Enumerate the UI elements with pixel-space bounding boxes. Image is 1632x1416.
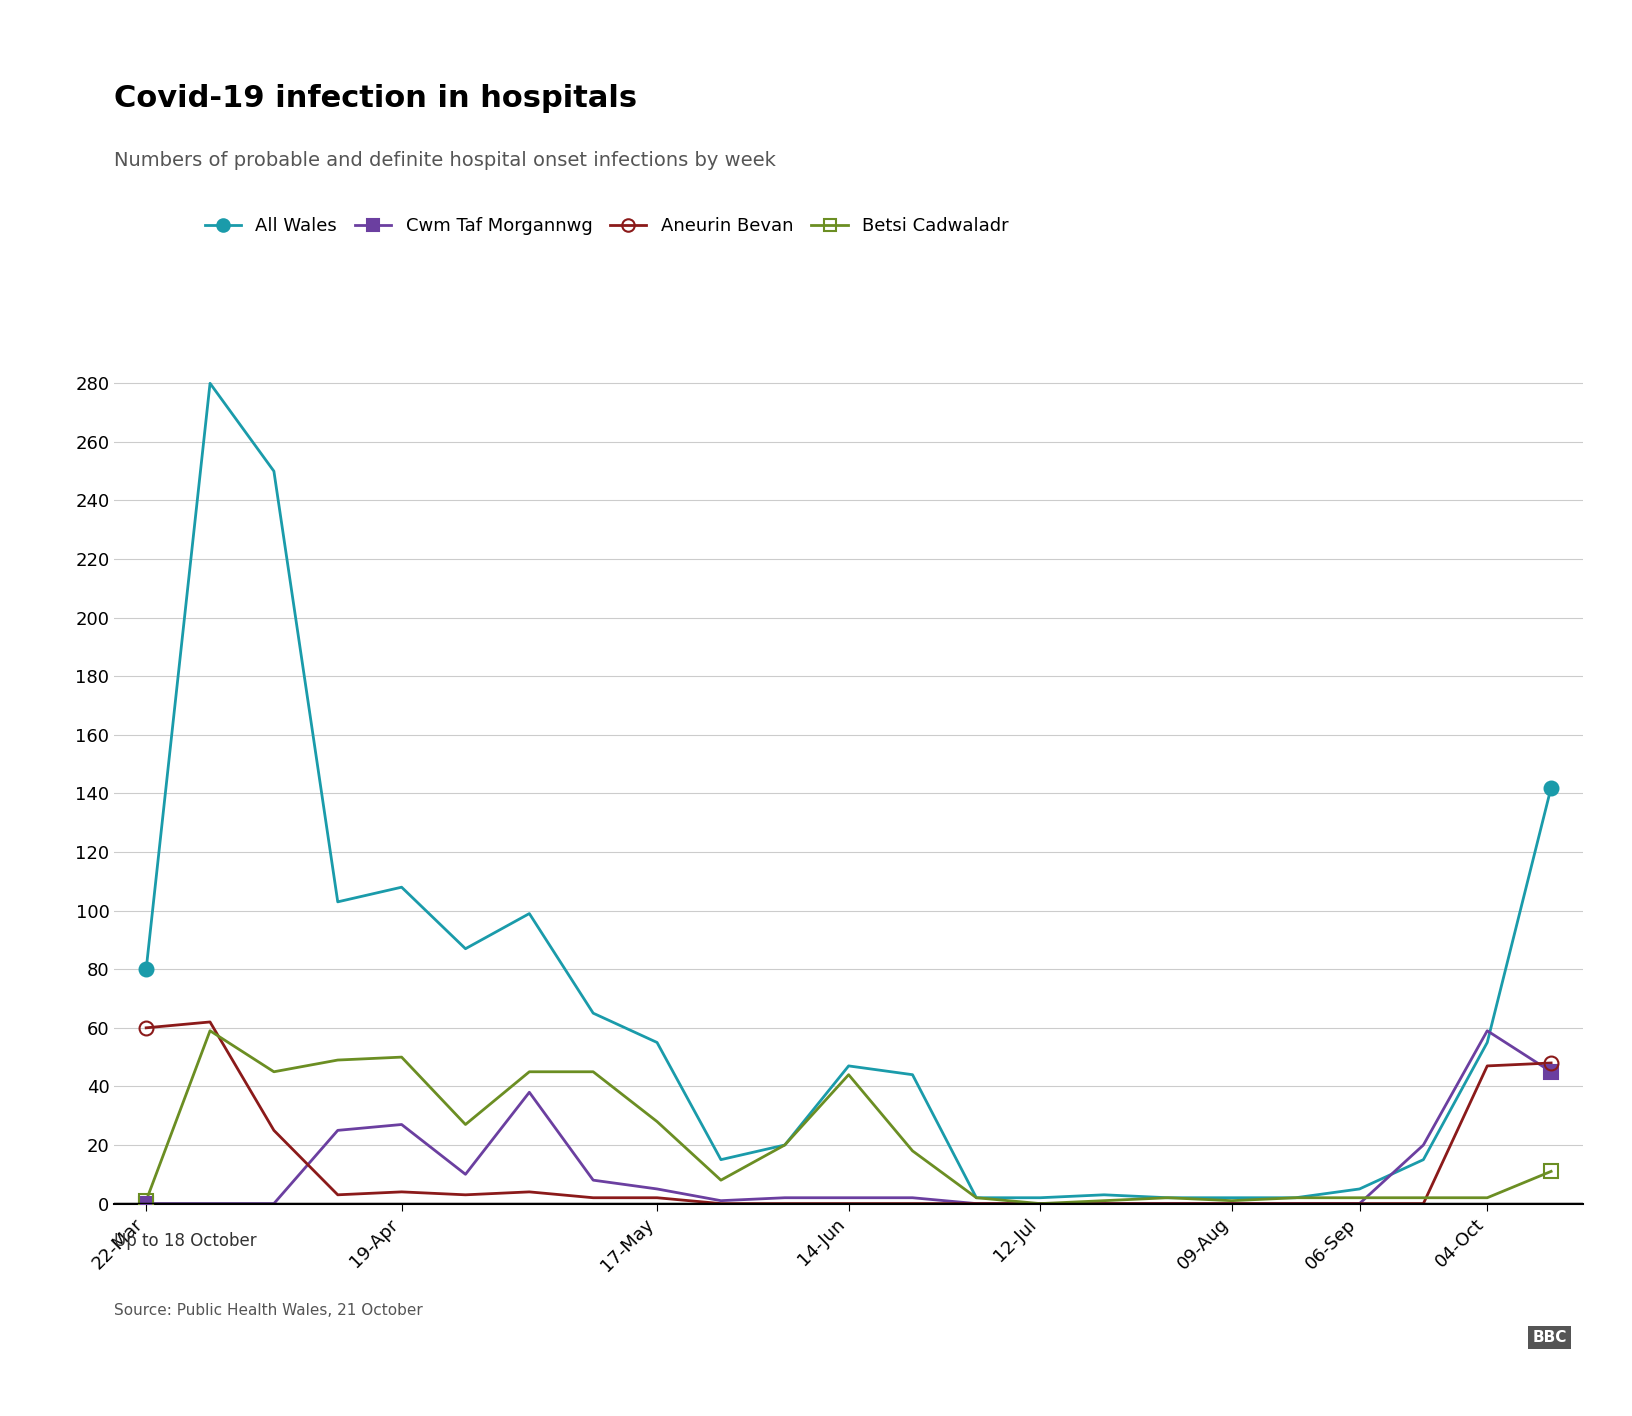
Text: Up to 18 October: Up to 18 October — [114, 1232, 256, 1250]
Legend: All Wales, Cwm Taf Morgannwg, Aneurin Bevan, Betsi Cadwaladr: All Wales, Cwm Taf Morgannwg, Aneurin Be… — [197, 210, 1015, 242]
Text: Covid-19 infection in hospitals: Covid-19 infection in hospitals — [114, 85, 638, 113]
Text: Source: Public Health Wales, 21 October: Source: Public Health Wales, 21 October — [114, 1303, 423, 1318]
Text: BBC: BBC — [1532, 1330, 1567, 1345]
Text: Numbers of probable and definite hospital onset infections by week: Numbers of probable and definite hospita… — [114, 152, 777, 170]
